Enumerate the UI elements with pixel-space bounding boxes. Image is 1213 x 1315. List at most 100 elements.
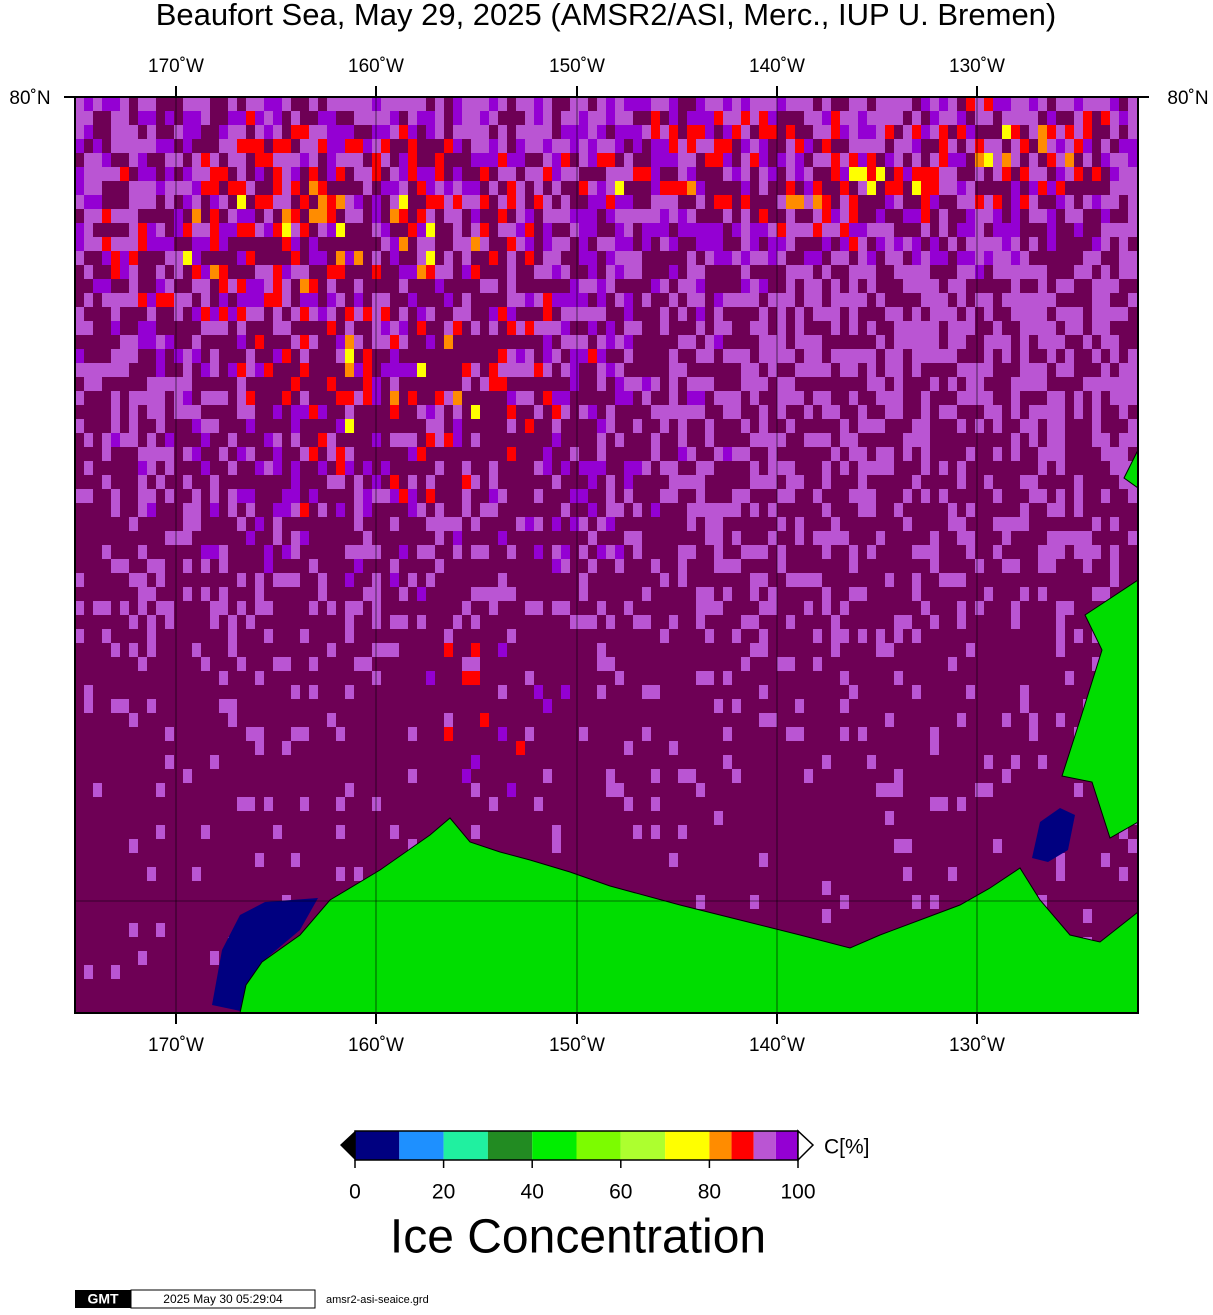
ice-cell [264, 125, 273, 139]
ice-cell [147, 559, 156, 573]
ice-cell [246, 489, 255, 503]
ice-cell [111, 209, 120, 223]
ice-cell [642, 223, 651, 237]
ice-cell [876, 97, 885, 111]
ice-cell [543, 769, 552, 783]
ice-cell [930, 615, 939, 629]
ice-cell [228, 489, 237, 503]
ice-cell [858, 153, 867, 167]
ice-cell [300, 349, 309, 363]
ice-cell [84, 97, 93, 111]
ice-cell [651, 503, 660, 517]
ice-cell [696, 125, 705, 139]
ice-cell [786, 489, 795, 503]
ice-cell [741, 181, 750, 195]
ice-cell [507, 363, 516, 377]
ice-cell [669, 363, 678, 377]
ice-cell [624, 209, 633, 223]
ice-cell [309, 307, 318, 321]
ice-cell [210, 419, 219, 433]
ice-cell [1128, 419, 1137, 433]
ice-cell [210, 349, 219, 363]
ice-cell [345, 783, 354, 797]
ice-cell [1056, 601, 1065, 615]
ice-cell [192, 97, 201, 111]
ice-cell [966, 643, 975, 657]
ice-cell [489, 489, 498, 503]
ice-cell [75, 139, 84, 153]
ice-cell [471, 825, 480, 839]
ice-cell [1074, 265, 1083, 279]
ice-cell [471, 545, 480, 559]
ice-cell [372, 111, 381, 125]
ice-cell [1092, 293, 1101, 307]
ice-cell [165, 181, 174, 195]
ice-cell [1056, 433, 1065, 447]
ice-cell [192, 489, 201, 503]
ice-cell [750, 587, 759, 601]
ice-cell [1101, 335, 1110, 349]
ice-cell [273, 447, 282, 461]
colorbar-underflow [340, 1131, 355, 1160]
ice-cell [705, 349, 714, 363]
ice-cell [813, 195, 822, 209]
ice-cell [75, 111, 84, 125]
ice-cell [714, 503, 723, 517]
ice-cell [111, 419, 120, 433]
ice-cell [1002, 559, 1011, 573]
ice-cell [912, 209, 921, 223]
ice-cell [849, 489, 858, 503]
ice-cell [606, 195, 615, 209]
ice-cell [525, 293, 534, 307]
ice-cell [345, 349, 354, 363]
ice-cell [588, 195, 597, 209]
ice-cell [579, 293, 588, 307]
ice-cell [417, 237, 426, 251]
ice-cell [975, 153, 984, 167]
ice-cell [246, 223, 255, 237]
ice-cell [174, 181, 183, 195]
lon-label: 140˚W [749, 56, 805, 77]
ice-cell [921, 125, 930, 139]
ice-cell [633, 503, 642, 517]
ice-cell [822, 307, 831, 321]
ice-cell [282, 279, 291, 293]
ice-cell [822, 153, 831, 167]
ice-cell [1110, 517, 1119, 531]
ice-cell [813, 223, 822, 237]
ice-cell [273, 139, 282, 153]
ice-cell [912, 139, 921, 153]
ice-cell [1020, 335, 1029, 349]
ice-cell [858, 237, 867, 251]
ice-cell [624, 125, 633, 139]
ice-cell [390, 517, 399, 531]
ice-cell [120, 97, 129, 111]
ice-cell [237, 279, 246, 293]
ice-cell [129, 643, 138, 657]
ice-cell [273, 517, 282, 531]
ice-cell [75, 237, 84, 251]
ice-cell [1056, 139, 1065, 153]
ice-cell [417, 97, 426, 111]
ice-cell [408, 111, 417, 125]
ice-cell [1011, 265, 1020, 279]
ice-cell [183, 391, 192, 405]
ice-cell [372, 153, 381, 167]
ice-cell [255, 167, 264, 181]
ice-cell [183, 531, 192, 545]
ice-cell [201, 167, 210, 181]
ice-cell [480, 503, 489, 517]
ice-cell [930, 293, 939, 307]
ice-cell [444, 321, 453, 335]
ice-cell [624, 461, 633, 475]
ice-cell [741, 279, 750, 293]
ice-cell [354, 111, 363, 125]
ice-cell [507, 587, 516, 601]
ice-cell [921, 489, 930, 503]
ice-cell [912, 349, 921, 363]
ice-cell [345, 461, 354, 475]
ice-cell [723, 559, 732, 573]
ice-cell [687, 545, 696, 559]
ice-cell [309, 657, 318, 671]
ice-cell [957, 531, 966, 545]
